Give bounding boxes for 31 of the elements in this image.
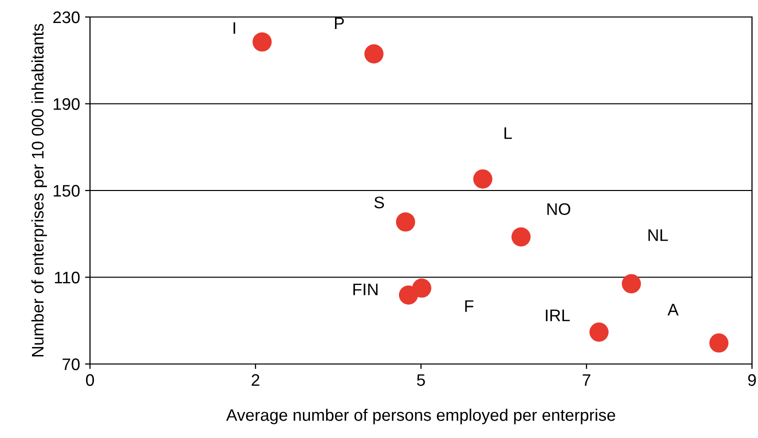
point: [252, 32, 272, 52]
x-tick-label: 5: [417, 374, 425, 386]
y-axis-title: Number of enterprises per 10 000 inhabitants: [31, 24, 47, 356]
annotation: FIN: [353, 284, 378, 296]
annotation: NO: [547, 203, 570, 215]
x-tick-label: 2: [252, 374, 260, 386]
point: [364, 44, 384, 64]
x-tick-label: 9: [748, 374, 756, 386]
annotation: NL: [648, 229, 668, 241]
annotation: P: [335, 18, 344, 30]
point: [709, 333, 728, 353]
point: [622, 274, 641, 294]
y-tick-label: 70: [62, 358, 80, 370]
point: [589, 322, 609, 342]
annotation: A: [668, 304, 679, 316]
y-tick-label: 150: [54, 184, 80, 197]
y-tick-label: 230: [53, 11, 80, 24]
point: [473, 169, 492, 189]
annotation: L: [504, 127, 512, 139]
annotation: F: [465, 300, 474, 312]
y-tick-label: 110: [54, 272, 80, 284]
point: [511, 227, 531, 246]
x-axis-title: Average number of persons employed per enterprise: [226, 408, 616, 424]
annotation: I: [234, 22, 236, 34]
point: [396, 212, 416, 232]
x-tick-label: 7: [582, 374, 590, 386]
x-tick-label: 0: [86, 374, 94, 386]
point: [412, 278, 432, 298]
annotation: S: [374, 196, 384, 208]
annotation: IRL: [546, 310, 570, 322]
y-tick-label: 190: [54, 98, 80, 110]
